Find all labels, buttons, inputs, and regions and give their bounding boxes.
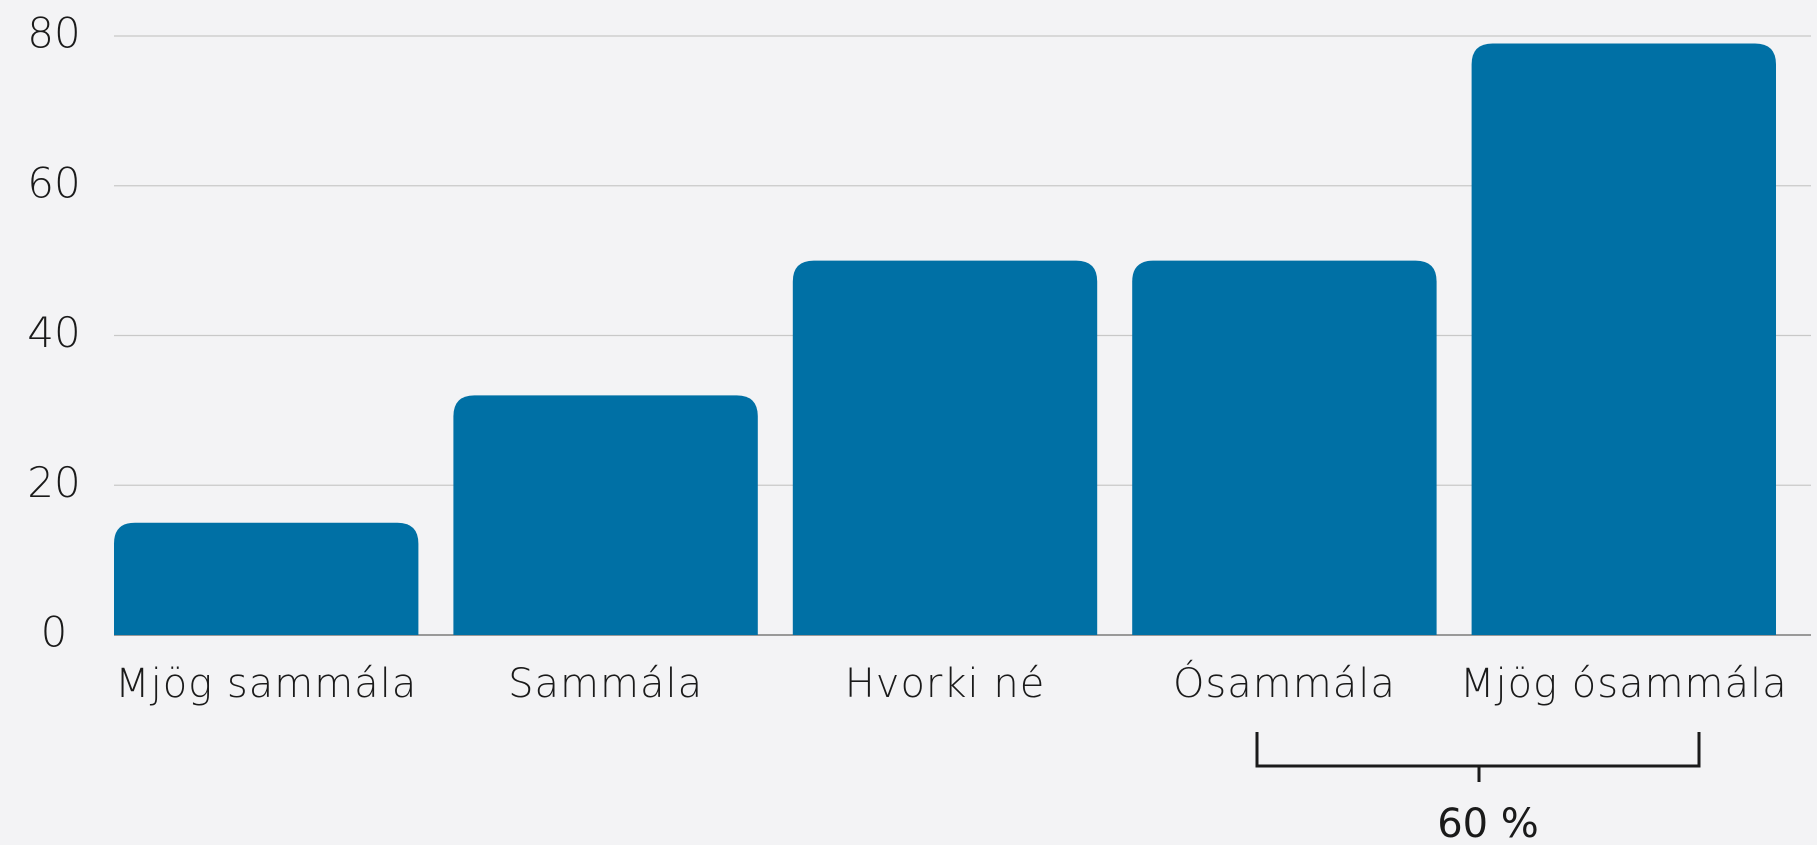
bracket-line: [1255, 732, 1701, 782]
y-tick-label: 20: [27, 458, 80, 507]
y-tick-label: 60: [27, 158, 80, 207]
y-tick-label: 40: [27, 308, 80, 357]
bar: [114, 522, 419, 635]
x-tick-label: Mjög sammála: [115, 661, 417, 707]
y-tick-label: 0: [41, 608, 68, 657]
x-tick-label: Ósammála: [1173, 659, 1396, 707]
bar: [1132, 260, 1437, 635]
bar: [1471, 43, 1776, 636]
bar: [453, 395, 758, 635]
bar: [792, 260, 1098, 635]
x-tick-label: Hvorki né: [845, 661, 1046, 707]
bracket: [1255, 732, 1701, 782]
x-tick-label: Mjög ósammála: [1460, 661, 1788, 707]
y-tick-label: 80: [27, 9, 80, 58]
x-tick-label: Sammála: [508, 661, 703, 707]
annotation: 60 %: [1437, 801, 1539, 845]
